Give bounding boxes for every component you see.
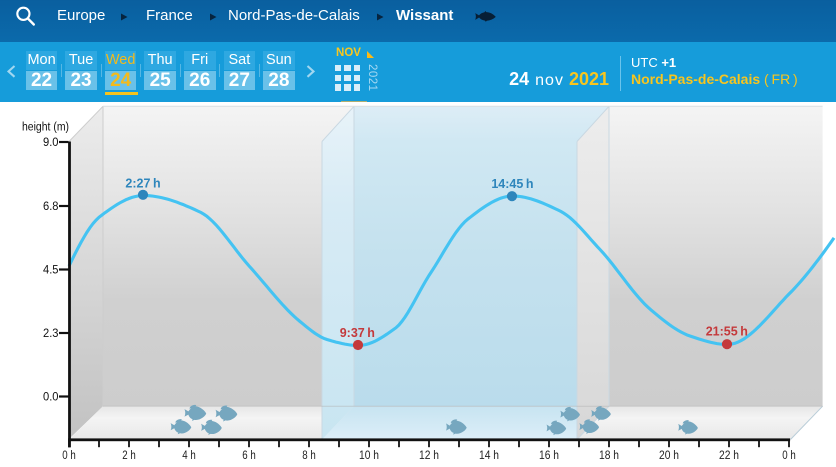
svg-text:9.0: 9.0 bbox=[43, 135, 59, 149]
svg-text:2.3: 2.3 bbox=[43, 326, 59, 340]
svg-text:9:37 h: 9:37 h bbox=[340, 326, 375, 340]
svg-text:18 h: 18 h bbox=[599, 450, 619, 462]
svg-text:14:45 h: 14:45 h bbox=[491, 177, 533, 191]
svg-text:20 h: 20 h bbox=[659, 450, 679, 462]
svg-text:21:55 h: 21:55 h bbox=[706, 325, 748, 339]
svg-text:2:27 h: 2:27 h bbox=[125, 177, 160, 191]
svg-text:2 h: 2 h bbox=[122, 450, 136, 462]
svg-text:0 h: 0 h bbox=[782, 450, 796, 462]
svg-text:4 h: 4 h bbox=[182, 450, 196, 462]
svg-text:8 h: 8 h bbox=[302, 450, 316, 462]
svg-text:14 h: 14 h bbox=[479, 450, 499, 462]
svg-text:4.5: 4.5 bbox=[43, 263, 59, 277]
svg-text:6 h: 6 h bbox=[242, 450, 256, 462]
svg-text:height (m): height (m) bbox=[22, 122, 69, 134]
svg-text:12 h: 12 h bbox=[419, 450, 439, 462]
svg-text:0 h: 0 h bbox=[62, 450, 76, 462]
svg-text:0.0: 0.0 bbox=[43, 390, 59, 404]
svg-text:22 h: 22 h bbox=[719, 450, 739, 462]
svg-text:16 h: 16 h bbox=[539, 450, 559, 462]
svg-text:10 h: 10 h bbox=[359, 450, 379, 462]
svg-text:6.8: 6.8 bbox=[43, 199, 59, 213]
